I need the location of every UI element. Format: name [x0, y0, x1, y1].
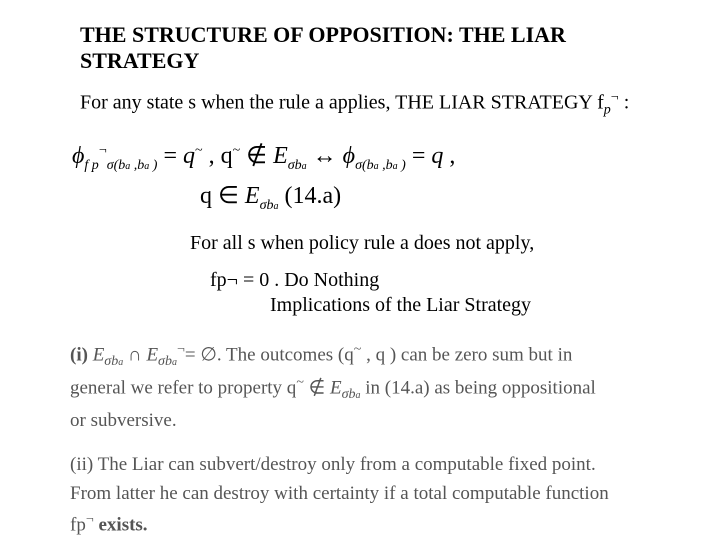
impl-i-cap: ∩ — [123, 344, 146, 365]
eq2-qin: q ∈ — [200, 183, 245, 209]
for-all-s-line: For all s when policy rule a does not ap… — [190, 232, 660, 255]
eq-comma3: , — [379, 157, 386, 172]
intro-sub-p: p — [604, 103, 611, 118]
fp-neg-zero: fp¬ = 0 . Do Nothing — [210, 269, 379, 291]
equation-14a-line1: ϕf p¬σ(ba ,ba ) = q~ , q~ ∉ Eσba ↔ ϕσ(ba… — [72, 137, 660, 177]
impl-i-sig1: σb — [104, 354, 118, 369]
impl-i-text3: general we refer to property q — [70, 378, 296, 399]
eq-sigma: σ — [107, 157, 114, 172]
impl-i-text1: The outcomes (q — [222, 344, 354, 365]
eq-b4: b — [367, 157, 374, 172]
eq2-E: E — [245, 183, 260, 209]
intro-colon: : — [619, 92, 630, 114]
eq-q1: q — [183, 143, 195, 169]
eq-phi: ϕ — [72, 143, 84, 169]
eq2-label: (14.a) — [278, 183, 341, 209]
eq-tilde1: ~ — [195, 143, 203, 158]
intro-text: For any state s when the rule a applies,… — [80, 92, 604, 114]
impl-ii-line3: fp¬ exists. — [70, 509, 650, 540]
slide: THE STRUCTURE OF OPPOSITION: THE LIAR ST… — [0, 0, 720, 540]
eq-eq2: = — [406, 143, 432, 169]
eq-fp: f p — [84, 157, 98, 172]
impl-ii-neg: ¬ — [86, 512, 94, 527]
eq-E1: E — [273, 143, 288, 169]
eq-close2: ) — [398, 157, 406, 172]
eq-sigma3: σ — [355, 157, 362, 172]
eq-sigma2: σ — [288, 157, 295, 172]
intro-sup-neg: ¬ — [611, 90, 619, 105]
eq-neg: ¬ — [99, 143, 107, 158]
impl-i-line3: or subversive. — [70, 406, 650, 435]
impl-i-E2: E — [146, 344, 158, 365]
impl-i-notin: ∉ — [304, 378, 330, 399]
impl-i-sig3: σb — [342, 388, 356, 403]
eq-eq1: = — [157, 143, 183, 169]
impl-i-tilde2: ~ — [296, 375, 304, 390]
impl-i-text4: in (14.a) as being oppositional — [360, 378, 595, 399]
eq-phi2: ϕ — [343, 143, 355, 169]
impl-i-neg: ¬ — [177, 342, 185, 357]
eq-b5: b — [386, 157, 393, 172]
eq-iff: ↔ — [307, 143, 343, 169]
impl-ii-fp: fp — [70, 514, 86, 535]
do-nothing-line: fp¬ = 0 . Do Nothing (14.b) — [210, 269, 660, 292]
eq-b3: b — [295, 157, 302, 172]
impl-i-line1: (i) Eσba ∩ Eσba¬= ∅. The outcomes (q~ , … — [70, 339, 650, 373]
intro-line: For any state s when the rule a applies,… — [80, 90, 660, 119]
impl-i-a2: a — [172, 357, 177, 368]
impl-i-E3: E — [330, 378, 342, 399]
impl-ii-exists: exists. — [94, 514, 148, 535]
implications-heading: Implications of the Liar Strategy — [270, 294, 660, 317]
eq-q2: q — [431, 143, 443, 169]
eq-notin: ∉ — [240, 143, 273, 169]
impl-i-num: (i) — [70, 344, 93, 365]
implication-i: (i) Eσba ∩ Eσba¬= ∅. The outcomes (q~ , … — [70, 339, 650, 436]
impl-i-empty: = ∅. — [185, 344, 222, 365]
impl-ii-line2: From latter he can destroy with certaint… — [70, 479, 650, 508]
eq-comma-q: , q — [203, 143, 233, 169]
impl-i-sig2: σb — [158, 354, 172, 369]
equation-14a-line2: q ∈ Eσba (14.a) — [200, 181, 660, 214]
implication-ii: (ii) The Liar can subvert/destroy only f… — [70, 450, 650, 540]
impl-i-line2: general we refer to property q~ ∉ Eσba i… — [70, 372, 650, 406]
impl-i-E1: E — [93, 344, 105, 365]
impl-i-text2: , q ) can be zero sum but in — [361, 344, 572, 365]
slide-title: THE STRUCTURE OF OPPOSITION: THE LIAR ST… — [80, 22, 660, 74]
eq-trailing-comma: , — [443, 143, 455, 169]
impl-ii-line1: (ii) The Liar can subvert/destroy only f… — [70, 450, 650, 479]
